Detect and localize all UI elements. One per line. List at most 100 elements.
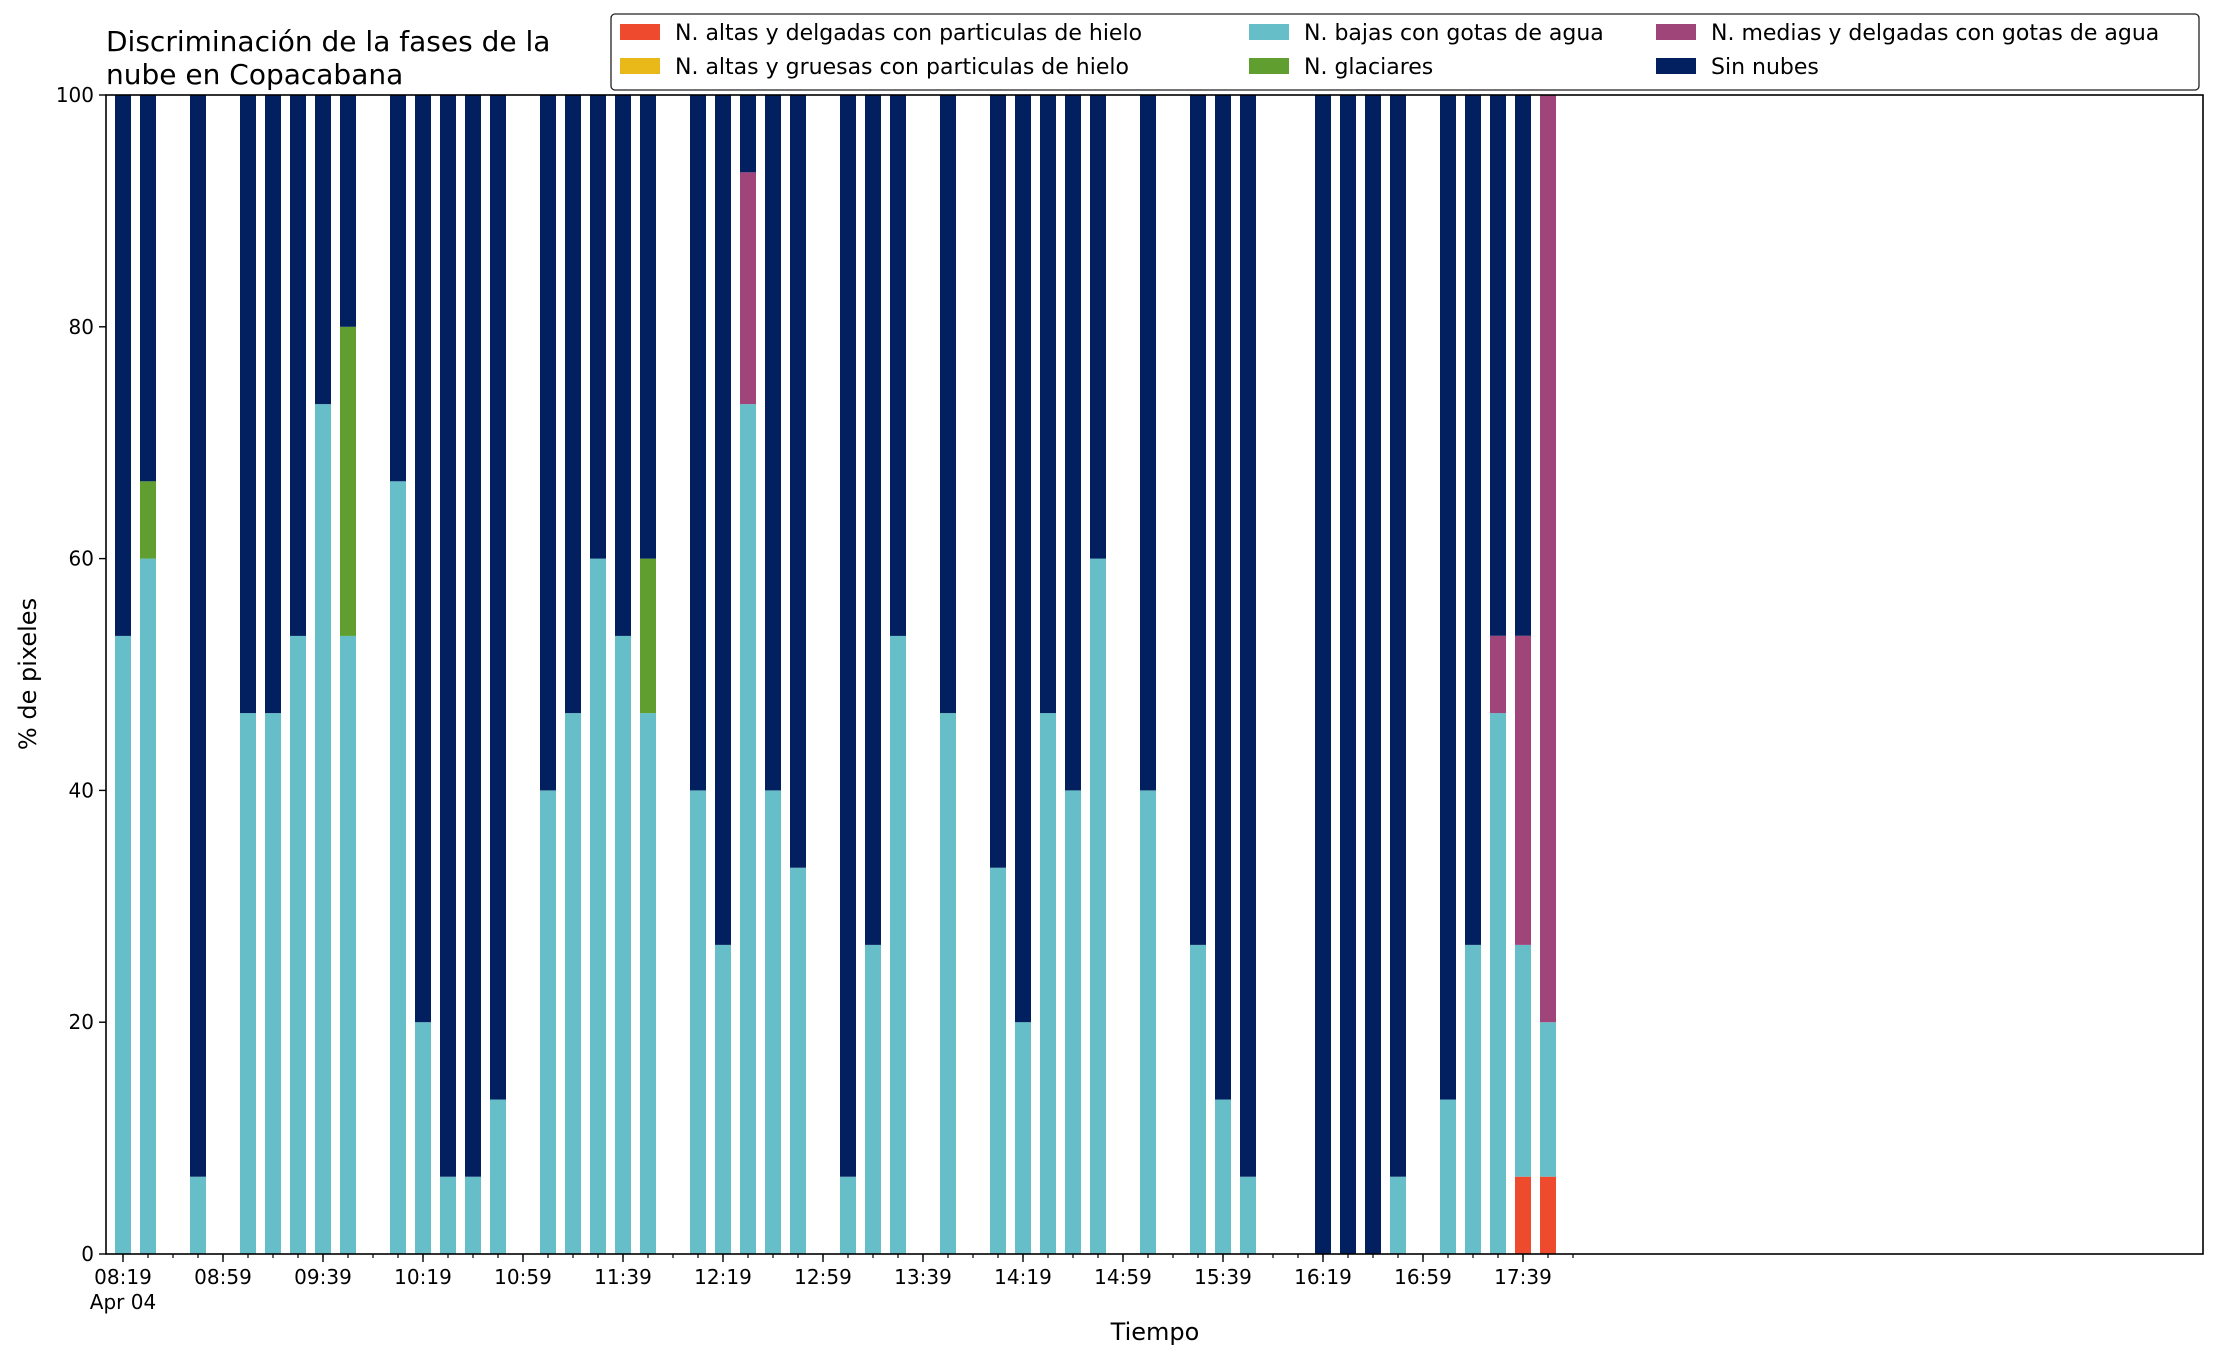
bar-segment [840,95,856,1177]
bar-segment [790,867,806,1254]
bar-segment [1040,95,1056,714]
bar-segment [540,95,556,791]
y-tick-label: 60 [69,547,94,571]
y-tick-label: 40 [69,778,94,802]
x-tick-label: 14:59 [1094,1265,1152,1289]
bar-segment [240,95,256,714]
bar-segment [990,95,1006,868]
bar-segment [240,713,256,1254]
bar-segment [890,635,906,1254]
bar-segment [390,95,406,482]
chart-title-line-1: Discriminación de la fases de la [106,25,550,58]
x-tick-label: 08:59 [194,1265,252,1289]
bar-segment [265,713,281,1254]
bar-segment [840,1176,856,1254]
bar-segment [1465,944,1481,1254]
bar-segment [140,95,156,482]
legend-swatch [1249,58,1289,74]
bar-segment [190,1176,206,1254]
legend-swatch [1656,58,1696,74]
bar-segment [740,404,756,1254]
legend-swatch [1656,24,1696,40]
bar-segment [1065,95,1081,791]
bar-segment [315,404,331,1254]
bar-segment [715,95,731,945]
legend-entry: N. bajas con gotas de agua [1304,21,1604,46]
bar-segment [1140,95,1156,791]
bar-segment [740,95,756,173]
bar-segment [1190,944,1206,1254]
legend-entry: Sin nubes [1711,55,1819,80]
bar-segment [640,713,656,1254]
bar-segment [1440,95,1456,1100]
bar-segment [1515,944,1531,1177]
y-axis-label: % de pixeles [14,598,42,750]
bar-segment [1515,635,1531,945]
bar-segment [340,635,356,1254]
x-tick-label: 15:39 [1194,1265,1252,1289]
bar-segment [690,95,706,791]
bar-segment [440,95,456,1177]
legend: N. altas y delgadas con particulas de hi… [610,13,2200,91]
bar-segment [465,95,481,1177]
bar-segment [1015,1022,1031,1254]
bar-segment [1390,1176,1406,1254]
bar-segment [690,790,706,1254]
bar-segment [640,558,656,714]
bar-segment [290,635,306,1254]
chart-title-line-2: nube en Copacabana [106,58,403,91]
bar-segment [890,95,906,636]
bar-segment [715,944,731,1254]
bar-segment [1190,95,1206,945]
bar-segment [1465,95,1481,945]
bar-segment [640,95,656,559]
bar-segment [115,635,131,1254]
x-tick-label: 13:39 [894,1265,952,1289]
bar-segment [115,95,131,636]
bar-segment [315,95,331,405]
bar-segment [1215,95,1231,1100]
bar-segment [1090,558,1106,1254]
y-tick-label: 20 [69,1010,94,1034]
x-tick-sublabel: Apr 04 [90,1290,156,1314]
bar-segment [740,172,756,405]
bar-segment [490,95,506,1100]
legend-swatch [1249,24,1289,40]
bar-segment [1515,1176,1531,1254]
bar-segment [1490,713,1506,1254]
bar-segment [265,95,281,714]
bar-segment [1540,95,1556,1023]
bar-segment [565,713,581,1254]
x-tick-label: 10:19 [394,1265,452,1289]
bar-segment [1015,95,1031,1023]
x-tick-label: 12:19 [694,1265,752,1289]
bar-segment [765,790,781,1254]
bar-segment [190,95,206,1177]
legend-entry: N. medias y delgadas con gotas de agua [1711,21,2159,46]
bars [115,94,1556,1254]
bar-segment [140,481,156,559]
bar-segment [490,1099,506,1254]
bar-segment [940,713,956,1254]
y-tick-label: 0 [81,1242,94,1266]
bar-segment [1240,95,1256,1177]
bar-segment [1540,1022,1556,1177]
bar-segment [990,867,1006,1254]
bar-segment [140,558,156,1254]
y-axis: 0 20 40 60 80 100 [56,83,106,1266]
x-tick-label: 12:59 [794,1265,852,1289]
x-tick-label: 11:39 [594,1265,652,1289]
bar-segment [415,95,431,1023]
x-tick-label: 14:19 [994,1265,1052,1289]
bar-segment [1390,95,1406,1177]
x-tick-label: 09:39 [294,1265,352,1289]
x-tick-label: 16:19 [1294,1265,1352,1289]
bar-segment [440,1176,456,1254]
bar-segment [290,95,306,636]
bar-segment [590,95,606,559]
plot-frame [105,94,2204,1255]
bar-segment [1365,95,1381,1254]
